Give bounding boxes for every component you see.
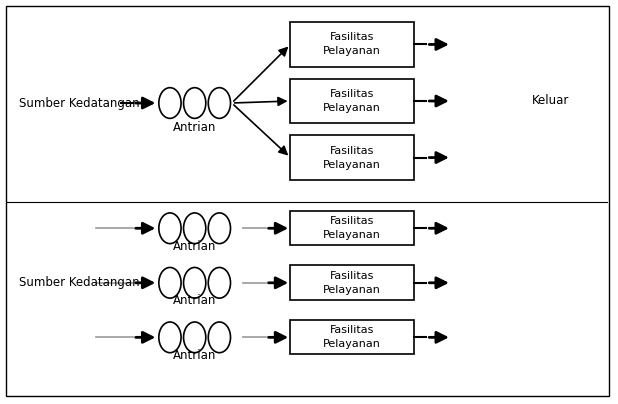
Text: Fasilitas
Pelayanan: Fasilitas Pelayanan [323,89,381,113]
Ellipse shape [184,322,206,353]
Ellipse shape [159,267,181,298]
Ellipse shape [184,213,206,244]
Bar [290,265,414,300]
Bar [290,211,414,245]
Text: Antrian: Antrian [173,121,216,134]
Text: Fasilitas
Pelayanan: Fasilitas Pelayanan [323,216,381,240]
Text: Sumber Kedatangan: Sumber Kedatangan [19,97,139,109]
Ellipse shape [159,88,181,118]
Bar [290,320,414,354]
Text: Antrian: Antrian [173,295,216,307]
Ellipse shape [208,267,231,298]
Ellipse shape [184,88,206,118]
Text: Fasilitas
Pelayanan: Fasilitas Pelayanan [323,32,381,57]
Bar [290,22,414,67]
Ellipse shape [208,213,231,244]
Text: Keluar: Keluar [531,95,569,107]
Text: Fasilitas
Pelayanan: Fasilitas Pelayanan [323,271,381,295]
Bar [290,79,414,123]
Text: Sumber Kedatangan: Sumber Kedatangan [19,276,139,289]
Ellipse shape [159,213,181,244]
Ellipse shape [159,322,181,353]
Text: Fasilitas
Pelayanan: Fasilitas Pelayanan [323,145,381,170]
Ellipse shape [184,267,206,298]
Text: Antrian: Antrian [173,349,216,362]
Ellipse shape [208,322,231,353]
Bar [290,135,414,180]
Text: Fasilitas
Pelayanan: Fasilitas Pelayanan [323,325,381,349]
Text: Antrian: Antrian [173,240,216,253]
Ellipse shape [208,88,231,118]
